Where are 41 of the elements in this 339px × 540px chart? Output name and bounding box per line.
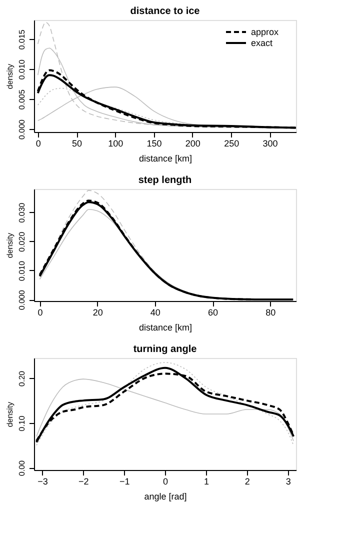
y-tick-label: 0.10 [18, 415, 26, 432]
chart-title: distance to ice [130, 6, 200, 17]
legend-label: approx [251, 27, 280, 37]
x-tick-label: 100 [108, 138, 124, 148]
x-tick-label: 300 [262, 138, 278, 148]
x-tick-label: 200 [185, 138, 200, 148]
y-tick-label: 0.00 [18, 460, 26, 476]
x-axis-title: distance [km] [138, 322, 192, 332]
x-tick-label: 50 [72, 138, 82, 148]
x-tick-label: 250 [224, 138, 240, 148]
y-tick-label: 0.020 [18, 231, 26, 252]
x-tick-label: 0 [162, 476, 168, 486]
chart-title: turning angle [133, 344, 198, 355]
y-tick-label: 0.010 [18, 260, 26, 281]
chart-title: step length [138, 175, 192, 186]
y-axis-title: density [6, 64, 14, 90]
x-tick-label: 0 [36, 138, 41, 148]
x-tick-label: 80 [266, 308, 276, 318]
y-tick-label: 0.015 [18, 29, 26, 50]
x-tick-label: 3 [286, 476, 291, 486]
y-tick-label: 0.010 [18, 59, 26, 80]
x-tick-label: 40 [150, 308, 160, 318]
x-tick-label: 20 [92, 308, 103, 318]
y-tick-label: 0.000 [18, 289, 26, 310]
x-tick-label: 1 [204, 476, 209, 486]
y-axis-title: density [6, 402, 14, 428]
x-axis-title: angle [rad] [144, 492, 187, 502]
y-tick-label: 0.030 [18, 202, 26, 223]
y-axis-title: density [6, 232, 14, 258]
x-tick-label: −1 [119, 476, 130, 486]
x-tick-label: 2 [244, 476, 250, 486]
y-tick-label: 0.005 [18, 89, 26, 110]
y-tick-label: 0.000 [18, 118, 26, 140]
x-axis-title: distance [km] [138, 154, 192, 164]
x-tick-label: 150 [146, 138, 162, 148]
legend-label: exact [251, 38, 274, 48]
y-tick-label: 0.20 [18, 370, 26, 386]
x-tick-label: −3 [38, 476, 48, 486]
x-tick-label: −2 [78, 476, 89, 486]
x-tick-label: 60 [208, 308, 218, 318]
x-tick-label: 0 [38, 308, 43, 318]
